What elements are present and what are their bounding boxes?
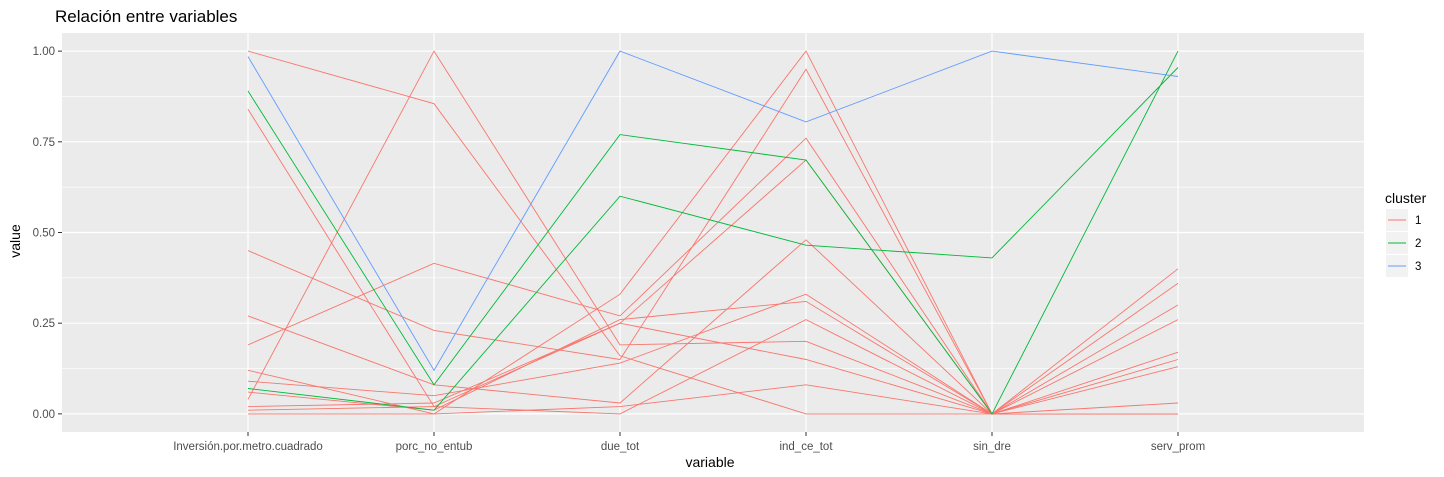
y-axis-title: value (7, 224, 23, 258)
series-line-cluster-1 (247, 319, 1178, 415)
y-tick-label: 0.25 (33, 318, 55, 330)
legend-label: 3 (1415, 261, 1421, 273)
legend-label: 1 (1415, 215, 1421, 227)
legend-title: cluster (1385, 190, 1427, 206)
legend: cluster 1 2 3 (1385, 190, 1427, 277)
y-tick-label: 0.75 (33, 137, 55, 149)
series-line-cluster-1 (247, 293, 1179, 415)
series-line-cluster-1 (247, 50, 1179, 415)
x-tick-label: due_tot (601, 441, 640, 453)
x-tick-label: sin_dre (973, 441, 1011, 453)
x-tick-label: porc_no_entub (396, 441, 473, 453)
series-line-cluster-3 (247, 50, 1179, 372)
y-tick-label: 0.50 (33, 228, 55, 240)
series-line-cluster-2 (247, 67, 1179, 411)
series-lines (247, 50, 1179, 415)
x-axis-title: variable (685, 454, 734, 470)
series-line-cluster-1 (247, 108, 1179, 415)
x-tick-label: serv_prom (1151, 441, 1205, 453)
chart-title: Relación entre variables (55, 7, 237, 26)
x-tick-label: Inversión.por.metro.cuadrado (173, 441, 323, 453)
series-line-cluster-1 (247, 239, 1179, 415)
legend-label: 2 (1415, 238, 1421, 250)
y-axis: 0.00 0.25 0.50 0.75 1.00 (33, 46, 62, 421)
x-axis: Inversión.por.metro.cuadrado porc_no_entu… (173, 432, 1205, 453)
y-tick-label: 0.00 (33, 409, 55, 421)
series-line-cluster-1 (247, 137, 1179, 415)
y-tick-label: 1.00 (33, 46, 55, 58)
major-gridlines (62, 33, 1364, 432)
series-line-cluster-2 (247, 50, 1179, 415)
series-line-cluster-1 (247, 68, 1179, 415)
x-tick-label: ind_ce_tot (779, 441, 833, 453)
